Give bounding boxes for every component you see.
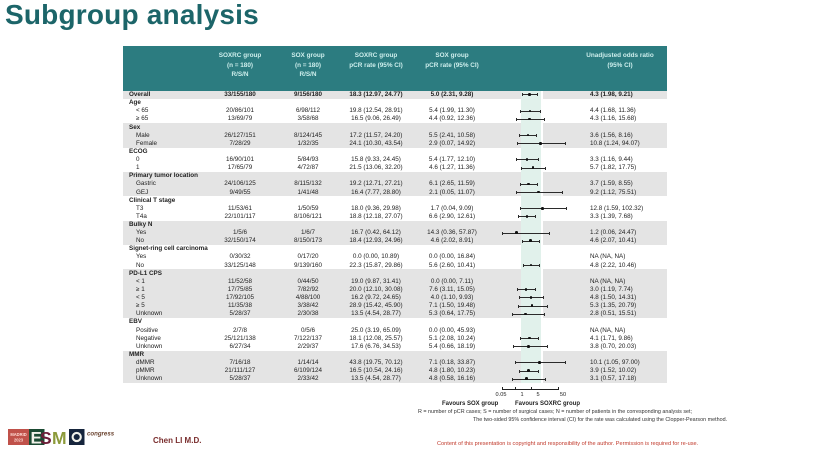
- svg-text:M: M: [52, 428, 67, 448]
- svg-text:congress: congress: [87, 430, 115, 437]
- svg-text:2023: 2023: [14, 438, 24, 443]
- svg-text:MADRID: MADRID: [10, 432, 26, 437]
- svg-text:S: S: [40, 428, 52, 448]
